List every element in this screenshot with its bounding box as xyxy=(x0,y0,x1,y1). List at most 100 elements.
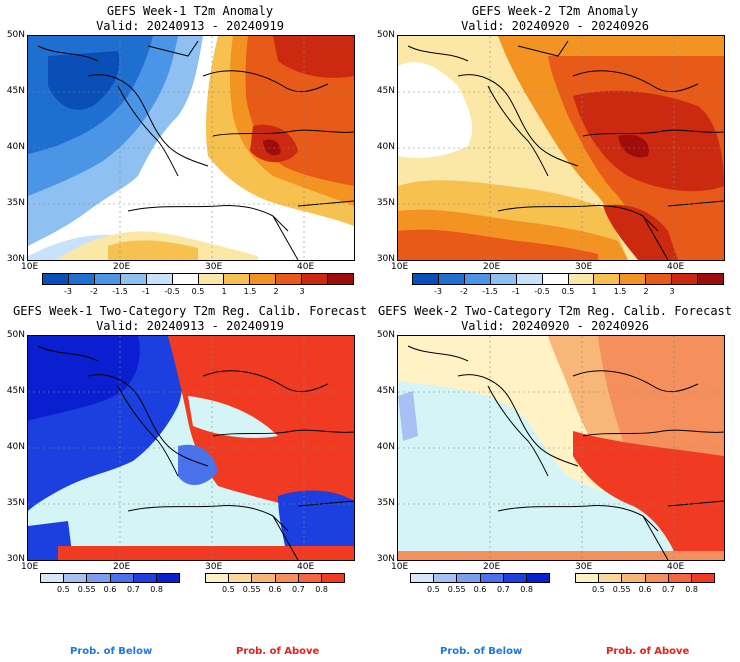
prob-scale-label: 0.5 xyxy=(591,585,605,594)
prob-scale-label: 0.6 xyxy=(268,585,282,594)
anomaly-color-swatch xyxy=(94,274,121,284)
anomaly-color-swatch xyxy=(646,274,673,284)
anomaly-scale-label: 0.5 xyxy=(561,287,575,296)
anomaly-color-swatch xyxy=(198,274,225,284)
anomaly-colorbar-w2 xyxy=(412,273,724,285)
anomaly-color-swatch xyxy=(568,274,595,284)
lon-tick-label: 20E xyxy=(483,262,501,272)
below-color-swatch xyxy=(87,574,111,582)
prob-scale-label: 0.6 xyxy=(638,585,652,594)
prob-scale-label: 0.6 xyxy=(473,585,487,594)
prob-scale-label: 0.5 xyxy=(56,585,70,594)
anomaly-scale-label: -2 xyxy=(460,287,468,296)
anomaly-color-swatch xyxy=(438,274,465,284)
anomaly-color-swatch xyxy=(68,274,95,284)
lon-tick-label: 30E xyxy=(205,562,223,572)
prob-scale-label: 0.7 xyxy=(661,585,675,594)
prob-scale-label: 0.55 xyxy=(447,585,466,594)
prob-scale-label: 0.7 xyxy=(126,585,140,594)
above-color-swatch xyxy=(275,574,299,582)
lon-tick-label: 10E xyxy=(21,262,39,272)
anomaly-color-swatch xyxy=(172,274,199,284)
below-color-swatch xyxy=(526,574,550,582)
anomaly-colorbar-w1 xyxy=(42,273,354,285)
anomaly-scale-label: 2 xyxy=(273,287,279,296)
lat-tick-label: 30N xyxy=(376,554,395,564)
lon-tick-label: 20E xyxy=(483,562,501,572)
prob-scale-label: 0.8 xyxy=(685,585,699,594)
map-w1-anomaly xyxy=(27,35,355,261)
lon-tick-label: 30E xyxy=(205,262,223,272)
lat-tick-label: 50N xyxy=(376,330,395,340)
panel-title-w1-prob: GEFS Week-1 Two-Category T2m Reg. Calib.… xyxy=(12,304,367,333)
anomaly-color-swatch xyxy=(146,274,173,284)
anomaly-color-swatch xyxy=(672,274,699,284)
anomaly-scale-label: 1.5 xyxy=(613,287,627,296)
panel-title-w1-anom: GEFS Week-1 T2m Anomaly Valid: 20240913 -… xyxy=(96,4,284,33)
above-color-swatch xyxy=(691,574,715,582)
lat-tick-label: 50N xyxy=(6,330,25,340)
below-color-swatch xyxy=(457,574,481,582)
lon-tick-label: 10E xyxy=(391,262,409,272)
anomaly-scale-label: -2 xyxy=(90,287,98,296)
prob-scale-label: 0.6 xyxy=(103,585,117,594)
above-colorbar-w1 xyxy=(205,573,345,583)
anomaly-color-swatch xyxy=(276,274,303,284)
prob-scale-label: 0.8 xyxy=(520,585,534,594)
lat-tick-label: 45N xyxy=(376,86,395,96)
below-color-swatch xyxy=(503,574,527,582)
lat-tick-label: 40N xyxy=(376,442,395,452)
anomaly-color-swatch xyxy=(413,274,439,284)
anomaly-scale-label: -3 xyxy=(434,287,442,296)
below-color-swatch xyxy=(41,574,65,582)
anomaly-color-swatch xyxy=(698,274,724,284)
anomaly-color-swatch xyxy=(302,274,329,284)
above-color-swatch xyxy=(622,574,646,582)
lon-tick-label: 40E xyxy=(297,262,315,272)
anomaly-scale-label: -0.5 xyxy=(164,287,180,296)
prob-scale-label: 0.8 xyxy=(150,585,164,594)
anomaly-scale-label: 2 xyxy=(643,287,649,296)
anomaly-scale-label: -1 xyxy=(512,287,520,296)
prob-above-label-w1: Prob. of Above xyxy=(236,646,320,657)
anomaly-scale-label: -0.5 xyxy=(534,287,550,296)
below-colorbar-w1 xyxy=(40,573,180,583)
prob-scale-label: 0.55 xyxy=(242,585,261,594)
prob-scale-label: 0.5 xyxy=(426,585,440,594)
anomaly-color-swatch xyxy=(594,274,621,284)
lon-tick-label: 20E xyxy=(113,262,131,272)
above-color-swatch xyxy=(229,574,253,582)
anomaly-color-swatch xyxy=(250,274,277,284)
lat-tick-label: 45N xyxy=(376,386,395,396)
lon-tick-label: 30E xyxy=(575,562,593,572)
anomaly-color-swatch xyxy=(328,274,354,284)
lat-tick-label: 50N xyxy=(6,30,25,40)
lat-tick-label: 35N xyxy=(6,498,25,508)
below-color-swatch xyxy=(480,574,504,582)
anomaly-scale-label: 0.5 xyxy=(191,287,205,296)
prob-scale-label: 0.55 xyxy=(77,585,96,594)
lat-tick-label: 35N xyxy=(376,498,395,508)
lon-tick-label: 40E xyxy=(667,562,685,572)
below-color-swatch xyxy=(434,574,458,582)
above-color-swatch xyxy=(599,574,623,582)
prob-below-label-w2: Prob. of Below xyxy=(440,646,523,657)
anomaly-color-swatch xyxy=(542,274,569,284)
prob-above-label-w2: Prob. of Above xyxy=(606,646,690,657)
anomaly-scale-label: 3 xyxy=(299,287,305,296)
lat-tick-label: 35N xyxy=(376,198,395,208)
above-color-swatch xyxy=(645,574,669,582)
prob-below-label-w1: Prob. of Below xyxy=(70,646,153,657)
lat-tick-label: 45N xyxy=(6,86,25,96)
lon-tick-label: 30E xyxy=(575,262,593,272)
lat-tick-label: 50N xyxy=(376,30,395,40)
above-color-swatch xyxy=(252,574,276,582)
lon-tick-label: 10E xyxy=(21,562,39,572)
lat-tick-label: 45N xyxy=(6,386,25,396)
panel-title-w2-anom: GEFS Week-2 T2m Anomaly Valid: 20240920 -… xyxy=(461,4,649,33)
lat-tick-label: 40N xyxy=(376,142,395,152)
below-colorbar-w2 xyxy=(410,573,550,583)
lon-tick-label: 20E xyxy=(113,562,131,572)
above-color-swatch xyxy=(206,574,230,582)
anomaly-scale-label: -1 xyxy=(142,287,150,296)
